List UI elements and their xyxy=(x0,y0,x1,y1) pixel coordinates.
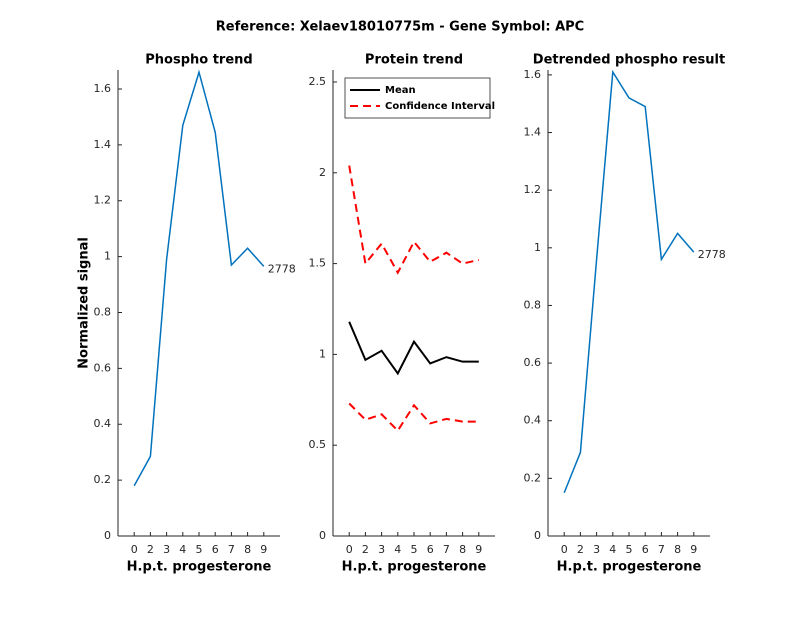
x-tick-label: 9 xyxy=(260,543,267,556)
y-tick-label: 1.6 xyxy=(94,82,112,95)
y-tick-label: 0.8 xyxy=(524,298,542,311)
x-tick-label: 7 xyxy=(443,543,450,556)
x-tick-label: 3 xyxy=(163,543,170,556)
y-tick-label: 1 xyxy=(534,241,541,254)
legend-label: Mean xyxy=(385,85,416,96)
legend-box xyxy=(344,77,491,119)
y-tick-label: 0.4 xyxy=(94,417,112,430)
y-tick-label: 0.2 xyxy=(524,471,542,484)
x-axis-label: H.p.t. progesterone xyxy=(127,560,272,575)
y-tick-label: 0 xyxy=(534,529,541,542)
y-tick-label: 1.5 xyxy=(309,257,327,270)
x-tick-label: 5 xyxy=(196,543,203,556)
x-tick-label: 8 xyxy=(244,543,251,556)
x-tick-label: 8 xyxy=(674,543,681,556)
x-tick-label: 9 xyxy=(475,543,482,556)
x-tick-label: 5 xyxy=(626,543,633,556)
x-tick-label: 3 xyxy=(593,543,600,556)
y-tick-label: 1 xyxy=(104,250,111,263)
x-tick-label: 3 xyxy=(378,543,385,556)
subplot-title: Phospho trend xyxy=(145,53,252,68)
subplot-title: Protein trend xyxy=(365,53,463,68)
y-tick-label: 1 xyxy=(319,347,326,360)
y-tick-label: 0 xyxy=(319,529,326,542)
y-tick-label: 1.2 xyxy=(524,183,542,196)
y-tick-label: 2.5 xyxy=(309,75,327,88)
x-tick-label: 0 xyxy=(561,543,568,556)
series-line xyxy=(348,321,479,376)
x-tick-label: 7 xyxy=(228,543,235,556)
y-tick-label: 0.2 xyxy=(94,473,112,486)
x-tick-label: 2 xyxy=(577,543,584,556)
x-tick-label: 7 xyxy=(658,543,665,556)
x-tick-label: 0 xyxy=(131,543,138,556)
y-tick-label: 0.6 xyxy=(524,356,542,369)
y-tick-label: 0.5 xyxy=(309,438,327,451)
x-tick-label: 8 xyxy=(459,543,466,556)
series-line xyxy=(563,69,695,494)
figure-title: Reference: Xelaev18010775m - Gene Symbol… xyxy=(216,20,584,35)
annotation: 2778 xyxy=(698,248,726,261)
subplot-title: Detrended phospho result xyxy=(533,53,725,68)
y-tick-label: 1.4 xyxy=(94,138,112,151)
x-tick-label: 4 xyxy=(394,543,401,556)
y-tick-label: 1.2 xyxy=(94,194,112,207)
legend-label: Confidence Interval xyxy=(385,101,495,112)
y-tick-label: 0 xyxy=(104,529,111,542)
y-axis-label: Normalized signal xyxy=(77,237,92,369)
y-tick-label: 1.4 xyxy=(524,126,542,139)
y-tick-label: 2 xyxy=(319,166,326,179)
x-tick-label: 9 xyxy=(690,543,697,556)
x-tick-label: 6 xyxy=(212,543,219,556)
series-line xyxy=(348,165,480,275)
x-tick-label: 6 xyxy=(427,543,434,556)
y-tick-label: 0.4 xyxy=(524,414,542,427)
y-tick-label: 1.6 xyxy=(524,68,542,81)
series-line xyxy=(133,69,265,487)
x-tick-label: 2 xyxy=(147,543,154,556)
x-tick-label: 2 xyxy=(362,543,369,556)
x-tick-label: 6 xyxy=(642,543,649,556)
x-tick-label: 4 xyxy=(609,543,616,556)
x-tick-label: 0 xyxy=(346,543,353,556)
annotation: 2778 xyxy=(268,262,296,275)
y-tick-label: 0.8 xyxy=(94,305,112,318)
x-axis-label: H.p.t. progesterone xyxy=(342,560,487,575)
x-tick-label: 4 xyxy=(179,543,186,556)
y-tick-label: 0.6 xyxy=(94,361,112,374)
x-tick-label: 5 xyxy=(411,543,418,556)
x-axis-label: H.p.t. progesterone xyxy=(557,560,702,575)
series-line xyxy=(348,402,479,433)
